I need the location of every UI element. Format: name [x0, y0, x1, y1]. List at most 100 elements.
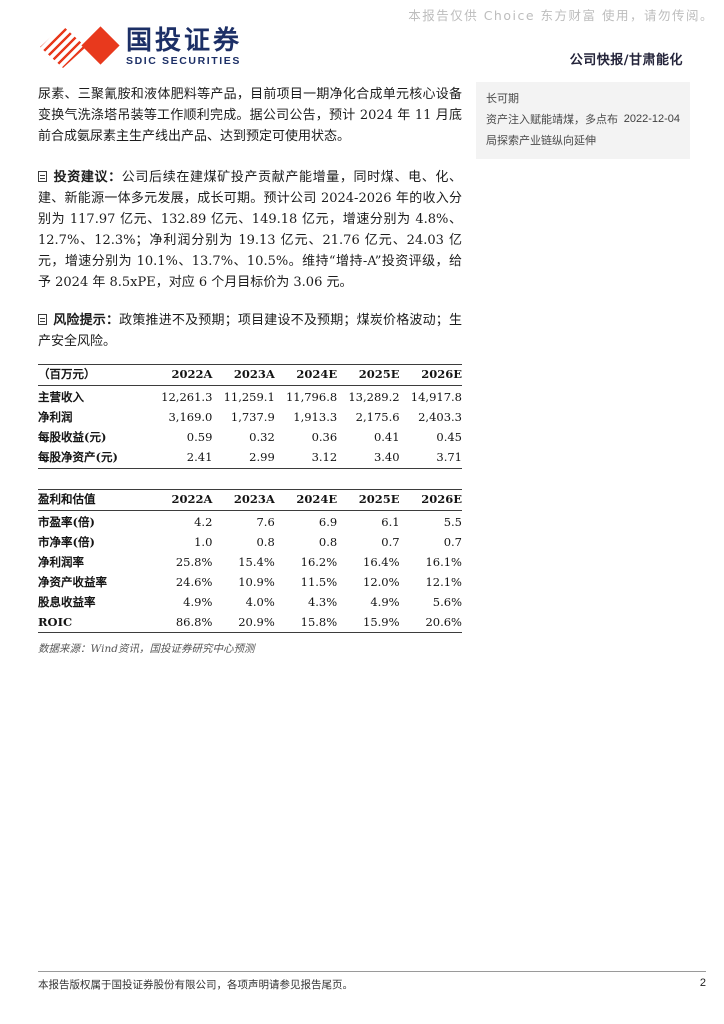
financial-forecast-table: （百万元） 2022A 2023A 2024E 2025E 2026E 主营收入 12,261…	[38, 364, 462, 469]
table-cell: 20.6%	[425, 614, 462, 629]
table-cell: 6.1	[381, 514, 400, 529]
page-footer: 本报告版权属于国投证券股份有限公司，各项声明请参见报告尾页。 2	[38, 971, 706, 992]
list-bullet-icon	[38, 314, 47, 325]
table-cell: 11.5%	[300, 574, 338, 589]
investment-advice-text: 公司后续在建煤矿投产贡献产能增量，同时煤、电、化、建、新能源一体多元发展，成长可…	[38, 170, 462, 290]
table-cell: 15.4%	[238, 554, 275, 569]
table-cell: 16.1%	[425, 554, 462, 569]
table-header-row: （百万元） 2022A 2023A 2024E 2025E 2026E	[38, 364, 462, 386]
table-cell: 3.40	[373, 450, 400, 464]
table-cell: 16.2%	[300, 554, 338, 569]
table-cell: 0.45	[436, 430, 462, 444]
table-cell: 3.12	[311, 450, 338, 464]
table-cell: 24.6%	[175, 574, 213, 589]
related-report-line1: 长可期	[486, 92, 519, 105]
table-cell: 净资产收益率	[38, 574, 107, 589]
table-cell: 15.8%	[300, 614, 338, 629]
table-header-cell: 盈利和估值	[38, 489, 150, 511]
table-cell: 13,289.2	[348, 390, 400, 404]
table-row: 净资产收益率 24.6% 10.9% 11.5% 12.0% 12.1%	[38, 572, 462, 592]
table-cell: 5.5	[443, 514, 462, 529]
table-cell: 2,403.3	[418, 410, 462, 424]
table-cell: 市盈率(倍)	[38, 514, 95, 529]
table-row: 净利润率 25.8% 15.4% 16.2% 16.4% 16.1%	[38, 552, 462, 572]
table-cell: 5.6%	[432, 594, 462, 609]
logo-name-cn: 国投证券	[126, 26, 243, 56]
table-cell: 股息收益率	[38, 594, 96, 609]
table-cell: 10.9%	[238, 574, 275, 589]
related-report-line3: 局探索产业链纵向延伸	[486, 134, 596, 147]
table-cell: 0.41	[373, 430, 400, 444]
table-cell: 16.4%	[363, 554, 400, 569]
table-row: 市盈率(倍) 4.2 7.6 6.9 6.1 5.5	[38, 510, 462, 532]
table-cell: 市净率(倍)	[38, 534, 95, 549]
table-row: 每股净资产(元) 2.41 2.99 3.12 3.40 3.71	[38, 448, 462, 469]
table-cell: 0.8	[318, 534, 338, 549]
logo-stripes-icon	[40, 26, 86, 68]
table-header-cell: 2024E	[274, 489, 338, 511]
page-number: 2	[699, 977, 706, 989]
table-cell: 0.32	[249, 430, 275, 444]
table-header-cell: 2024E	[274, 364, 338, 386]
table-header-cell: 2022A	[150, 364, 213, 386]
table-cell: 1.0	[194, 534, 213, 549]
table-header-cell: 2025E	[337, 364, 400, 386]
table-header-cell: （百万元）	[38, 364, 150, 386]
table-header-cell: 2026E	[399, 364, 462, 386]
table-header-cell: 2022A	[150, 489, 213, 511]
table-header-row: 盈利和估值 2022A 2023A 2024E 2025E 2026E	[38, 489, 462, 511]
table-row: 净利润 3,169.0 1,737.9 1,913.3 2,175.6 2,403.3	[38, 408, 462, 428]
logo-name-en: SDIC SECURITIES	[126, 55, 242, 67]
body-paragraph-continuation: 尿素、三聚氰胺和液体肥料等产品，目前项目一期净化合成单元核心设备变换气洗涤塔吊装…	[38, 87, 462, 144]
risk-warning-text: 政策推进不及预期；项目建设不及预期；煤炭价格波动；生产安全风险。	[38, 313, 462, 349]
table-cell: 0.8	[256, 534, 275, 549]
watermark-text: 本报告仅供 Choice 东方财富 使用，请勿传阅。	[408, 8, 714, 23]
table-header-cell: 2023A	[212, 489, 275, 511]
table-cell: 主营收入	[38, 390, 84, 404]
report-body: 尿素、三聚氰胺和液体肥料等产品，目前项目一期净化合成单元核心设备变换气洗涤塔吊装…	[38, 84, 462, 660]
table-cell: 3.71	[436, 450, 462, 464]
table-cell: 0.36	[311, 430, 338, 444]
table-cell: 2.99	[249, 450, 275, 464]
related-report-line2-row: 资产注入赋能靖煤，多点布 2022-12-04	[486, 109, 680, 130]
table-cell: 86.8%	[175, 614, 213, 629]
table-cell: 4.2	[194, 514, 213, 529]
table-cell: 每股收益(元)	[38, 430, 107, 444]
table-cell: 25.8%	[175, 554, 213, 569]
table-cell: 0.7	[381, 534, 400, 549]
table-cell: 6.9	[318, 514, 338, 529]
table-cell: 4.0%	[245, 594, 275, 609]
table-cell: 4.3%	[307, 594, 338, 609]
report-type-label: 公司快报/甘肃能化	[569, 53, 683, 68]
table-cell: 净利润率	[38, 554, 84, 569]
table-cell: 12.1%	[425, 574, 462, 589]
table-cell: 4.9%	[370, 594, 400, 609]
table-cell: 2.41	[186, 450, 213, 464]
table-cell: 12,261.3	[161, 390, 213, 404]
table-cell: 3,169.0	[168, 410, 213, 424]
table-cell: ROIC	[38, 614, 73, 629]
related-report-box: 长可期 资产注入赋能靖煤，多点布 2022-12-04 局探索产业链纵向延伸	[476, 82, 690, 159]
table-cell: 11,796.8	[285, 390, 338, 404]
table-row: ROIC 86.8% 20.9% 15.8% 15.9% 20.6%	[38, 612, 462, 633]
table-cell: 每股净资产(元)	[38, 450, 118, 464]
logo-wordmark: 国投证券 SDIC SECURITIES	[126, 27, 242, 67]
table-cell: 12.0%	[363, 574, 400, 589]
risk-warning-label: 风险提示：	[53, 313, 120, 328]
table-cell: 15.9%	[363, 614, 400, 629]
table-row: 市净率(倍) 1.0 0.8 0.8 0.7 0.7	[38, 532, 462, 552]
related-report-line2: 资产注入赋能靖煤，多点布	[486, 113, 618, 126]
table-cell: 1,913.3	[293, 410, 338, 424]
table-cell: 0.7	[443, 534, 462, 549]
table-cell: 7.6	[256, 514, 275, 529]
risk-warning-paragraph: 风险提示：政策推进不及预期；项目建设不及预期；煤炭价格波动；生产安全风险。	[38, 310, 462, 352]
table-cell: 14,917.8	[410, 390, 462, 404]
table-header-cell: 2023A	[212, 364, 275, 386]
table-cell: 0.59	[186, 430, 213, 444]
table-cell: 2,175.6	[355, 410, 400, 424]
table-cell: 20.9%	[238, 614, 275, 629]
sdic-securities-logo: 国投证券 SDIC SECURITIES	[40, 24, 242, 70]
table-cell: 4.9%	[183, 594, 213, 609]
valuation-table: 盈利和估值 2022A 2023A 2024E 2025E 2026E 市盈率(倍) 4.2 7…	[38, 488, 462, 633]
table-header-cell: 2026E	[399, 489, 462, 511]
